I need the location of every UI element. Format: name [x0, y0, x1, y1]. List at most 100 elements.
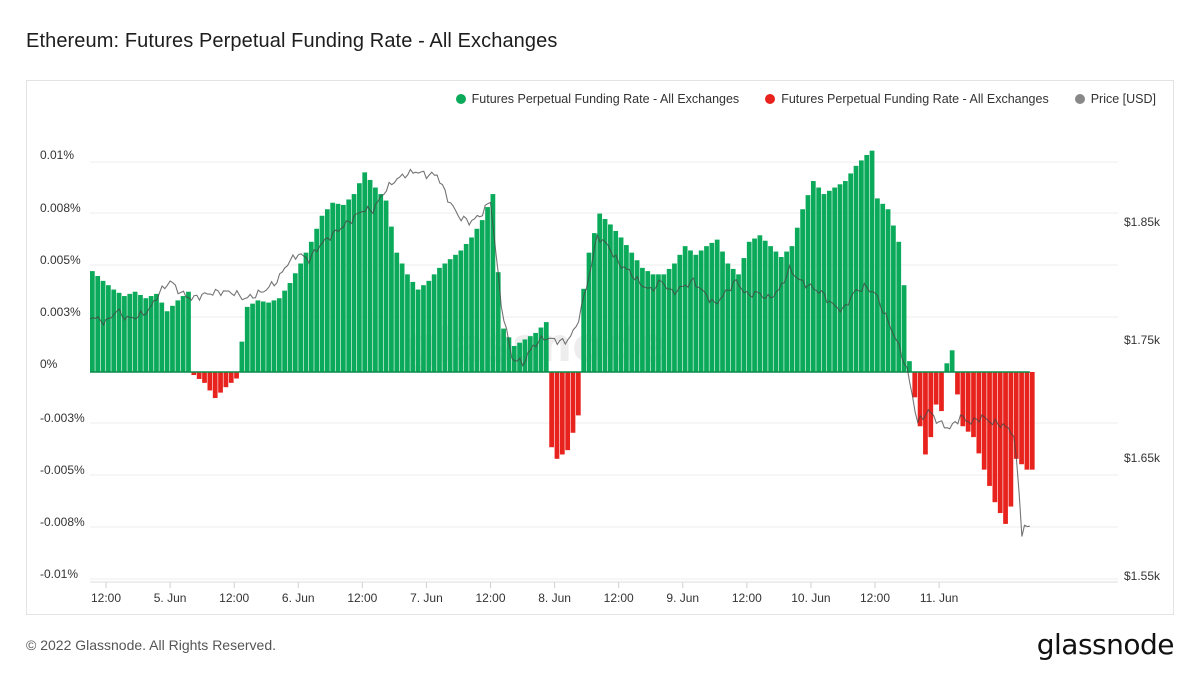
funding-bar-positive	[800, 209, 805, 372]
funding-bar-positive	[303, 252, 309, 372]
x-tick-label: 10. Jun	[791, 591, 830, 605]
funding-bar-positive	[907, 361, 912, 372]
x-tick-label: 12:00	[347, 591, 377, 605]
legend-item-funding-negative[interactable]: Futures Perpetual Funding Rate - All Exc…	[765, 92, 1049, 106]
funding-bar-positive	[458, 250, 464, 372]
funding-bar-positive	[260, 301, 266, 372]
funding-bar-positive	[885, 209, 891, 372]
funding-bar-positive	[410, 281, 416, 372]
y-right-tick-label: $1.65k	[1124, 451, 1161, 465]
funding-bar-positive	[730, 268, 736, 372]
legend-dot-icon	[455, 94, 466, 104]
y-left-tick-label: 0.005%	[40, 253, 81, 267]
funding-bar-positive	[768, 246, 773, 372]
funding-bar-positive	[362, 172, 368, 372]
funding-bar-negative	[1029, 372, 1035, 470]
funding-bar-positive	[805, 195, 811, 372]
funding-bar-positive	[693, 254, 699, 372]
funding-bar-positive	[714, 239, 720, 372]
funding-bar-positive	[821, 194, 827, 372]
funding-bar-positive	[490, 194, 496, 372]
funding-bar-positive	[148, 296, 154, 372]
funding-bar-negative	[549, 372, 554, 448]
legend-label: Futures Perpetual Funding Rate - All Exc…	[781, 92, 1049, 106]
funding-bar-negative	[207, 372, 213, 391]
funding-bar-negative	[559, 372, 565, 455]
funding-bar-negative	[923, 372, 928, 455]
funding-bar-negative	[1008, 372, 1014, 507]
funding-bar-positive	[533, 332, 538, 372]
funding-bar-positive	[875, 198, 880, 372]
funding-bar-positive	[682, 246, 688, 372]
funding-bar-positive	[864, 155, 870, 372]
legend-item-funding-positive[interactable]: Futures Perpetual Funding Rate - All Exc…	[455, 92, 740, 106]
funding-bar-negative	[971, 372, 976, 438]
funding-bar-positive	[132, 291, 138, 372]
legend-dot-icon	[1074, 94, 1085, 104]
funding-bar-positive	[180, 296, 186, 372]
funding-bar-positive	[757, 235, 763, 372]
funding-bar-negative	[912, 372, 918, 398]
y-left-tick-label: -0.003%	[40, 411, 85, 425]
funding-bar-positive	[95, 275, 101, 372]
x-tick-label: 11. Jun	[920, 591, 958, 605]
funding-bar-positive	[127, 293, 133, 372]
funding-bar-positive	[816, 187, 822, 372]
funding-bar-positive	[613, 230, 619, 372]
funding-bar-positive	[629, 252, 635, 372]
funding-bar-positive	[378, 194, 384, 372]
legend-dot-icon	[765, 94, 776, 104]
funding-bar-negative	[933, 372, 939, 405]
funding-bar-positive	[672, 263, 677, 372]
funding-bar-negative	[1019, 372, 1024, 465]
glassnode-logo[interactable]: glassnode	[1036, 628, 1175, 661]
funding-bar-positive	[944, 363, 950, 372]
funding-bar-negative	[196, 372, 202, 379]
funding-bar-positive	[453, 254, 458, 372]
legend: Futures Perpetual Funding Rate - All Exc…	[455, 92, 1156, 106]
funding-bar-positive	[474, 228, 480, 372]
funding-bar-positive	[287, 283, 293, 372]
funding-bar-positive	[335, 203, 341, 372]
x-tick-label: 12:00	[91, 591, 121, 605]
y-right-tick-label: $1.85k	[1124, 215, 1161, 229]
funding-bar-positive	[394, 252, 400, 372]
funding-bar-positive	[891, 225, 896, 372]
y-left-tick-label: -0.01%	[40, 567, 78, 581]
funding-bar-positive	[506, 337, 512, 372]
legend-label: Price [USD]	[1090, 92, 1156, 106]
legend-label: Futures Perpetual Funding Rate - All Exc…	[471, 92, 740, 106]
x-tick-label: 8. Jun	[538, 591, 571, 605]
funding-bar-positive	[810, 181, 816, 372]
funding-bar-positive	[608, 224, 613, 372]
funding-bar-positive	[276, 298, 282, 372]
funding-bar-positive	[698, 250, 704, 372]
funding-bar-positive	[426, 280, 432, 372]
funding-bar-positive	[543, 322, 549, 372]
funding-bar-positive	[602, 219, 608, 372]
funding-bar-positive	[357, 183, 362, 372]
funding-bar-positive	[741, 258, 747, 372]
funding-bar-positive	[853, 165, 859, 372]
funding-bar-negative	[1024, 372, 1030, 470]
funding-bar-negative	[575, 372, 581, 416]
funding-bar-positive	[869, 150, 875, 372]
y-left-tick-label: 0%	[40, 357, 58, 371]
funding-bar-positive	[346, 199, 352, 372]
funding-bar-positive	[330, 202, 336, 372]
funding-bar-positive	[373, 187, 378, 372]
funding-bar-positive	[661, 274, 667, 372]
funding-bar-positive	[842, 181, 848, 372]
funding-bar-positive	[383, 200, 389, 372]
funding-bar-positive	[591, 233, 597, 372]
funding-bar-positive	[784, 251, 789, 372]
funding-bar-positive	[431, 274, 437, 372]
funding-bar-positive	[415, 289, 421, 372]
funding-bar-positive	[367, 179, 373, 372]
legend-item-price[interactable]: Price [USD]	[1074, 92, 1156, 106]
funding-bar-positive	[389, 226, 394, 372]
chart-panel	[26, 80, 1174, 615]
funding-bar-negative	[939, 372, 944, 412]
x-tick-label: 12:00	[604, 591, 634, 605]
